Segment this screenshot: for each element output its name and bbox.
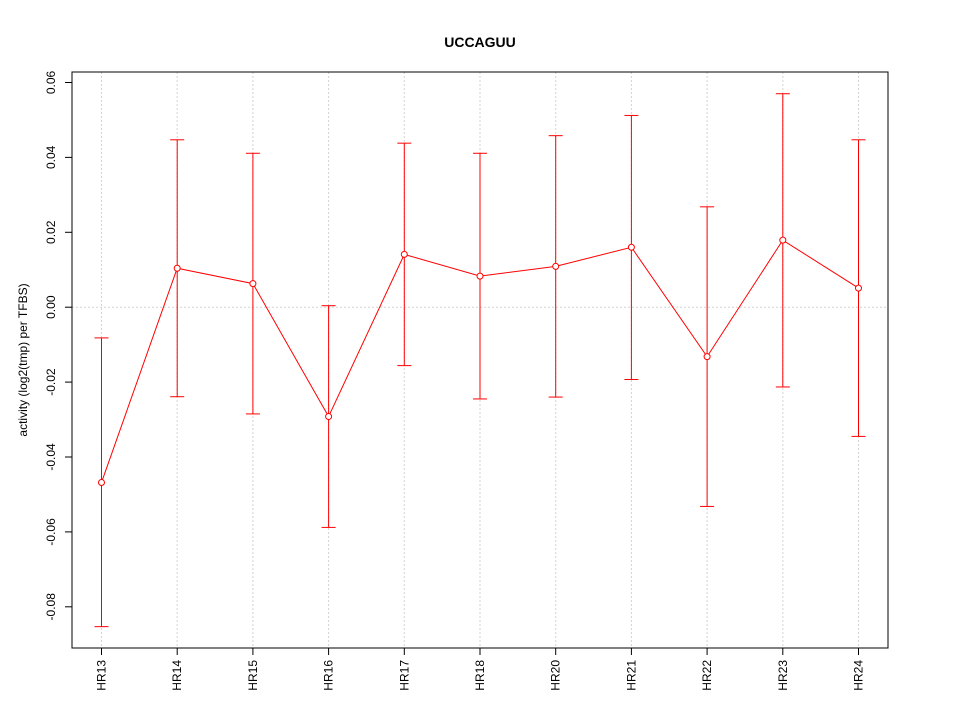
- data-point: [325, 413, 333, 421]
- x-tick-label: HR22: [700, 660, 714, 691]
- data-point: [98, 478, 105, 486]
- x-tick-label: HR15: [246, 660, 260, 691]
- y-tick-label: -0.08: [44, 593, 58, 621]
- y-tick-label: -0.04: [44, 443, 58, 471]
- x-tick-label: HR16: [322, 660, 336, 691]
- data-point: [855, 284, 862, 292]
- x-tick-label: HR18: [473, 660, 487, 691]
- x-tick-label: HR13: [95, 660, 109, 691]
- x-tick-label: HR24: [852, 660, 866, 691]
- y-tick-label: 0.04: [44, 145, 58, 169]
- y-tick-label: 0.06: [44, 70, 58, 94]
- data-point: [627, 243, 635, 251]
- x-tick-label: HR17: [397, 660, 411, 691]
- y-axis: -0.08 -0.06 -0.04 -0.02 0.00 0.02 0.04 0.06: [44, 70, 73, 621]
- y-tick-label: 0.00: [44, 295, 58, 319]
- data-point: [779, 236, 787, 244]
- data-point: [173, 264, 181, 272]
- data-point: [703, 353, 711, 361]
- chart-title: UCCAGUU: [444, 34, 516, 50]
- y-tick-label: -0.02: [44, 368, 58, 396]
- data-point: [249, 280, 257, 288]
- x-tick-label: HR21: [624, 660, 638, 691]
- y-tick-label: -0.06: [44, 518, 58, 546]
- y-axis-label: activity (log2(tmp) per TFBS): [16, 283, 30, 436]
- x-tick-label: HR20: [549, 660, 563, 691]
- data-point: [552, 262, 560, 270]
- x-tick-label: HR14: [170, 660, 184, 691]
- y-tick-label: 0.02: [44, 220, 58, 244]
- data-point: [400, 250, 408, 258]
- series-group: [94, 93, 866, 628]
- x-tick-label: HR23: [776, 660, 790, 691]
- x-axis: HR13 HR14 HR15 HR16 HR17 HR18 HR20 HR21 HR22 HR23…: [95, 647, 866, 691]
- data-point: [476, 272, 484, 280]
